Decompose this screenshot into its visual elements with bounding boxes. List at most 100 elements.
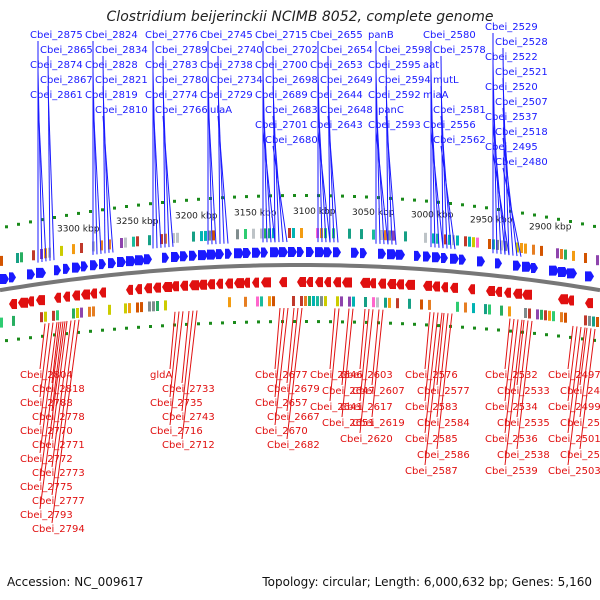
function-color-band-segment	[432, 233, 435, 244]
topology-text: Topology: circular; Length: 6,000,632 bp…	[262, 575, 592, 589]
outer-tick-dot	[113, 206, 116, 210]
outer-tick-dot	[257, 194, 260, 198]
function-color-band-segment	[0, 317, 3, 328]
function-color-band-segment	[324, 296, 327, 307]
function-color-band-segment	[308, 296, 311, 306]
inner-tick-dot	[557, 334, 560, 338]
reverse-gene-arrow	[315, 277, 323, 288]
forward-leader-line	[375, 70, 381, 244]
forward-gene-label: aat	[423, 60, 439, 71]
forward-gene-arrow	[216, 249, 224, 260]
forward-gene-arrow	[477, 256, 485, 267]
reverse-gene-arrow	[342, 277, 352, 288]
reverse-gene-arrow	[198, 279, 207, 290]
inner-tick-dot	[377, 321, 380, 325]
function-color-band-segment	[564, 312, 567, 323]
function-color-band-segment	[172, 233, 175, 244]
reverse-leader-line	[579, 328, 592, 418]
reverse-gene-arrow	[27, 296, 34, 307]
function-color-band-segment	[192, 231, 195, 242]
inner-tick-dot	[113, 327, 116, 331]
forward-leader-line	[92, 70, 98, 255]
reverse-gene-label: Cbei_2679	[267, 384, 320, 395]
function-color-band-segment	[584, 315, 587, 326]
reverse-gene-arrow	[279, 277, 287, 288]
outer-tick-dot	[413, 198, 416, 202]
reverse-leader-line	[341, 308, 354, 418]
reverse-gene-arrow	[36, 295, 45, 306]
forward-gene-label: Cbei_2507	[495, 97, 548, 108]
function-color-band-segment	[72, 244, 75, 255]
map-title: Clostridium beijerinckii NCIMB 8052, com…	[106, 9, 494, 25]
forward-gene-arrow	[288, 247, 297, 257]
forward-leader-line	[207, 70, 213, 245]
function-color-band-segment	[464, 302, 467, 313]
reverse-leader-line	[567, 325, 574, 370]
outer-tick-dot	[233, 195, 236, 199]
reverse-leader-line	[359, 309, 370, 402]
function-color-band-segment	[336, 296, 339, 307]
function-color-band-segment	[384, 230, 387, 241]
forward-gene-arrow	[117, 257, 126, 267]
function-color-band-segment	[376, 297, 379, 308]
reverse-leader-line	[181, 310, 190, 384]
forward-gene-label: Cbei_2593	[368, 120, 421, 131]
forward-leader-line	[262, 70, 268, 243]
function-color-band-segment	[364, 297, 367, 307]
inner-tick-dot	[53, 333, 56, 337]
reverse-leader-line	[329, 308, 340, 402]
function-color-band-segment	[428, 299, 431, 310]
function-color-band-segment	[292, 228, 295, 238]
reverse-gene-arrow	[171, 281, 179, 292]
reverse-gene-arrow	[558, 294, 568, 305]
forward-gene-label: Cbei_2774	[145, 90, 198, 101]
inner-tick-dot	[389, 321, 392, 325]
reverse-gene-arrow	[90, 288, 97, 299]
reverse-gene-arrow	[135, 284, 142, 295]
forward-leader-line	[102, 85, 110, 253]
reverse-gene-label: Cbei_2743	[162, 412, 215, 423]
forward-gene-label: Cbei_2537	[485, 112, 538, 123]
forward-gene-label: Cbei_2821	[95, 75, 148, 86]
forward-gene-arrow	[180, 251, 188, 262]
reverse-gene-arrow	[54, 292, 61, 303]
forward-gene-label: Cbei_2738	[200, 60, 253, 71]
function-color-band-segment	[60, 245, 63, 256]
function-color-band-segment	[560, 249, 563, 259]
reverse-gene-arrow	[306, 277, 313, 287]
inner-tick-dot	[125, 326, 128, 330]
inner-tick-dot	[89, 329, 92, 333]
function-color-band-segment	[372, 297, 375, 308]
reverse-gene-arrow	[450, 282, 458, 293]
function-color-band-segment	[380, 230, 383, 240]
outer-tick-dot	[41, 218, 44, 222]
reverse-gene-label: Cbei_2670	[255, 426, 308, 437]
forward-gene-label: Cbei_2594	[378, 75, 431, 86]
forward-gene-arrow	[387, 249, 397, 260]
outer-tick-dot	[77, 211, 80, 215]
reverse-gene-arrow	[360, 277, 370, 288]
forward-gene-arrow	[225, 248, 232, 259]
reverse-gene-arrow	[18, 297, 28, 308]
reverse-leader-line	[39, 323, 46, 370]
scale-label: 3100 kbp	[293, 207, 336, 217]
reverse-leader-line	[169, 311, 184, 426]
reverse-gene-label: Cbei_2775	[20, 482, 73, 493]
forward-leader-line	[317, 130, 331, 243]
outer-tick-dot	[353, 195, 356, 198]
reverse-leader-line	[504, 319, 519, 434]
scale-label: 3250 kbp	[116, 217, 159, 227]
reverse-leader-line	[51, 320, 72, 468]
inner-tick-dot	[317, 320, 320, 324]
forward-gene-arrow	[585, 271, 594, 282]
function-color-band-segment	[472, 303, 475, 314]
function-color-band-segment	[560, 312, 563, 323]
forward-leader-line	[37, 100, 47, 262]
reverse-gene-arrow	[225, 278, 233, 289]
inner-tick-dot	[413, 322, 416, 326]
reverse-gene-label: Cbei_2657	[255, 398, 308, 409]
outer-tick-dot	[593, 224, 596, 228]
reverse-gene-label: Cbei_2500	[560, 418, 600, 429]
reverse-gene-arrow	[216, 278, 223, 289]
reverse-leader-line	[516, 319, 525, 386]
